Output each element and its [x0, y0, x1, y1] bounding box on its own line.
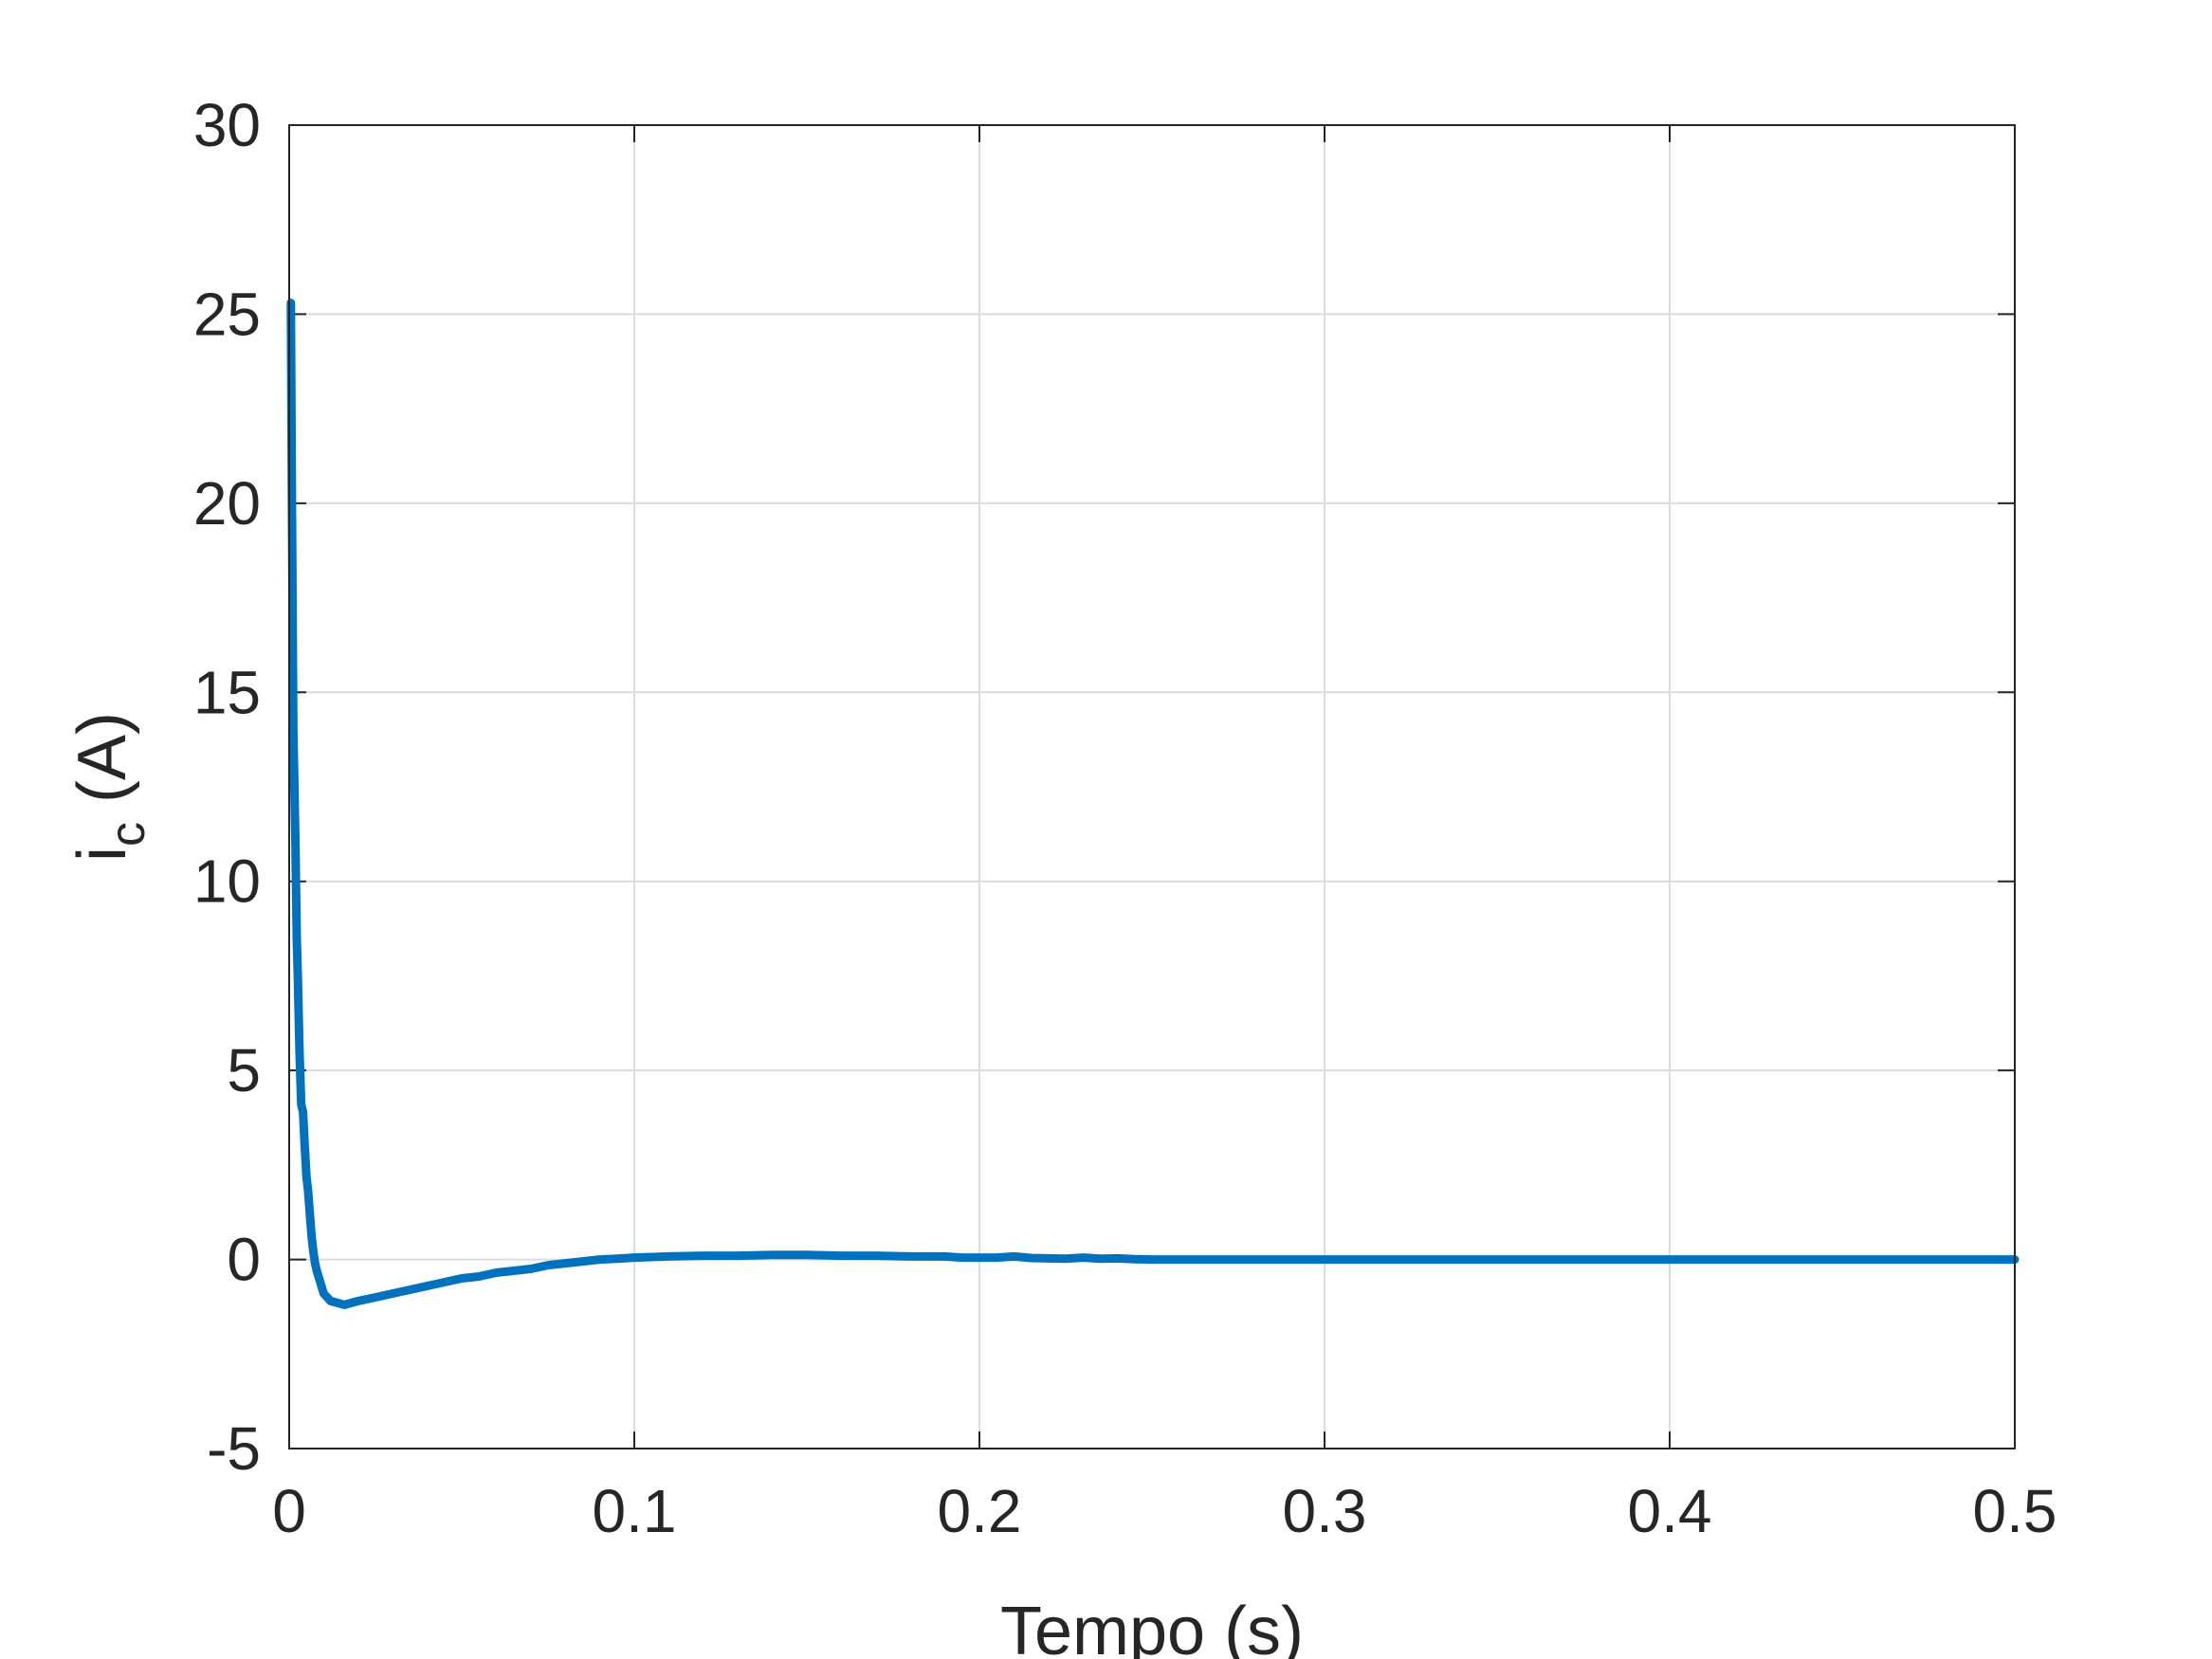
y-tick-label: 5 — [227, 1036, 261, 1104]
x-tick-label: 0.2 — [938, 1477, 1022, 1545]
y-tick-label: 0 — [227, 1226, 261, 1294]
plot-area — [289, 125, 2015, 1449]
y-tick-label: 25 — [193, 280, 261, 348]
x-tick-label: 0.1 — [593, 1477, 677, 1545]
x-tick-label: 0.3 — [1283, 1477, 1367, 1545]
plot-frame — [288, 124, 2016, 1449]
x-tick-label: 0.5 — [1973, 1477, 2057, 1545]
y-tick-label: 10 — [193, 848, 261, 916]
x-tick-labels: 0 0.1 0.2 0.3 0.4 0.5 — [272, 1477, 2057, 1545]
y-tick-label: 30 — [193, 91, 261, 159]
x-axis-label: Tempo (s) — [1000, 1594, 1304, 1659]
x-tick-label: 0 — [272, 1477, 306, 1545]
y-axis-label-main: i — [64, 847, 140, 862]
x-tick-label: 0.4 — [1628, 1477, 1712, 1545]
y-axis-label-subscript: c — [101, 822, 155, 847]
y-tick-label: 15 — [193, 658, 261, 726]
y-axis-label: ic (A) — [64, 712, 155, 862]
series-group — [286, 299, 2020, 1309]
y-axis-label-unit: (A) — [64, 712, 140, 822]
y-tick-label: -5 — [207, 1414, 261, 1483]
y-tick-labels: -5 0 5 10 15 20 25 30 — [193, 91, 261, 1483]
series-line — [286, 299, 2020, 1309]
y-tick-label: 20 — [193, 469, 261, 538]
